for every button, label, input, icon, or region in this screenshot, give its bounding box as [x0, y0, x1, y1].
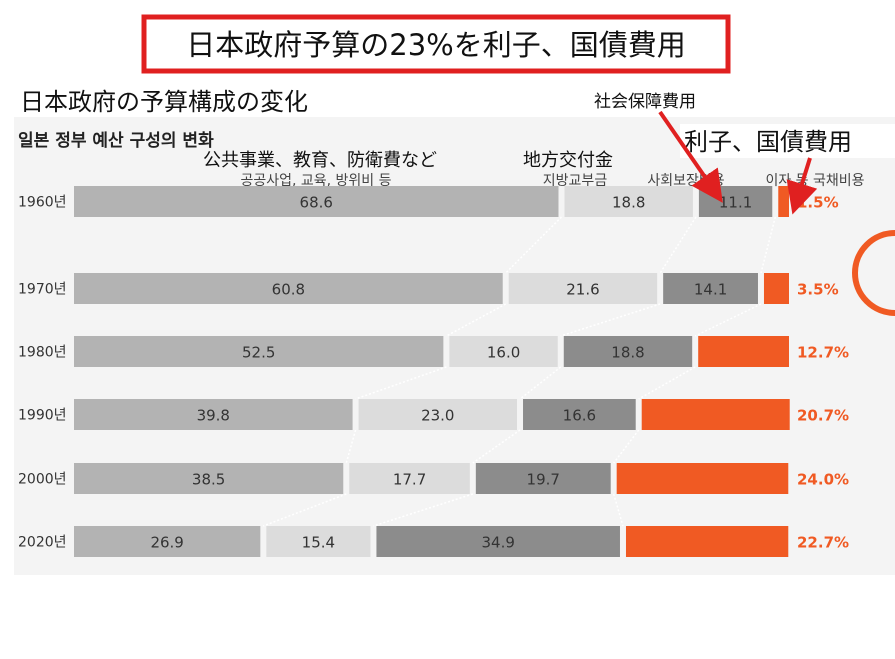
- connector-line: [472, 429, 521, 464]
- category-label: 2000년: [18, 472, 67, 488]
- bar-segment-social: [663, 273, 758, 304]
- bar-segment-interest: [763, 273, 789, 304]
- banner-title: 日本政府予算の23%を利子、国債費用: [186, 28, 685, 62]
- bar-value-label-local: 16.0: [487, 344, 520, 362]
- subtitle-ja: 日本政府の予算構成の変化: [20, 88, 308, 116]
- bar-segment-local: [449, 336, 558, 367]
- bar-segment-interest: [778, 186, 789, 217]
- connector-line: [659, 216, 697, 274]
- bar-segment-social: [475, 463, 611, 494]
- arrow-social: [658, 110, 723, 203]
- connector-line: [560, 303, 661, 337]
- bar-segment-local: [358, 399, 518, 430]
- bar-value-label-public: 39.8: [197, 407, 230, 425]
- bar-value-label-social: 14.1: [694, 281, 727, 299]
- bar-segment-local: [266, 526, 371, 557]
- bar-value-label-social: 19.7: [527, 471, 560, 489]
- connector-line: [345, 429, 357, 464]
- bar-segment-social: [523, 399, 636, 430]
- bar-value-label-interest: 1.5%: [797, 194, 839, 212]
- bar-segment-social: [376, 526, 620, 557]
- bar-value-label-social: 34.9: [482, 534, 515, 552]
- connector-line: [373, 493, 474, 527]
- bar-value-label-interest: 22.7%: [797, 534, 849, 552]
- bar-segment-interest: [641, 399, 790, 430]
- category-label: 1970년: [18, 282, 67, 298]
- category-label: 1990년: [18, 408, 67, 424]
- bar-value-label-interest: 3.5%: [797, 281, 839, 299]
- connector-line: [638, 366, 696, 400]
- category-label: 2020년: [18, 535, 67, 551]
- bar-value-label-public: 68.6: [300, 194, 333, 212]
- bar-value-label-public: 60.8: [272, 281, 305, 299]
- category-label: 1960년: [18, 195, 67, 211]
- bar-value-label-interest: 24.0%: [797, 471, 849, 489]
- bar-segment-public: [74, 399, 353, 430]
- bar-value-label-public: 38.5: [192, 471, 225, 489]
- bar-segment-social: [563, 336, 693, 367]
- bar-value-label-local: 18.8: [612, 194, 645, 212]
- bar-value-label-local: 17.7: [393, 471, 426, 489]
- annotation-social-ja: 社会保障費用: [594, 92, 696, 112]
- annotation-social-ja-bg: [582, 90, 742, 112]
- bar-value-label-interest: 20.7%: [797, 407, 849, 425]
- bar-segment-public: [74, 186, 559, 217]
- annotation-local-ja: 地方交付金: [523, 150, 613, 171]
- bar-segment-interest: [698, 336, 789, 367]
- bar-value-label-social: 11.1: [719, 194, 752, 212]
- bar-segment-public: [74, 336, 444, 367]
- connector-line: [505, 216, 563, 274]
- bar-value-label-social: 16.6: [563, 407, 596, 425]
- connector-line: [613, 429, 640, 464]
- connector-line: [519, 366, 562, 400]
- bar-segment-local: [349, 463, 470, 494]
- bar-segment-public: [74, 463, 344, 494]
- arrow-interest: [786, 157, 818, 215]
- bars-group: 1960년 68.6 18.8 11.1 1.5% 1970년 60.8 21.6 14.1 3.…: [18, 186, 849, 557]
- connector-line: [694, 303, 762, 337]
- bar-value-label-local: 21.6: [566, 281, 599, 299]
- bar-segment-interest: [625, 526, 789, 557]
- connector-line: [612, 493, 624, 527]
- bar-value-label-interest: 12.7%: [797, 344, 849, 362]
- bar-value-label-social: 18.8: [611, 344, 644, 362]
- edge-decoration: [852, 230, 895, 316]
- bar-value-label-public: 52.5: [242, 344, 275, 362]
- annotation-interest-ja: 利子、国債費用: [684, 128, 852, 156]
- banner-title-box: [141, 14, 731, 74]
- connector-line: [760, 216, 777, 274]
- chart-title-ko: 일본 정부 예산 구성의 변화: [18, 131, 214, 151]
- bar-segment-public: [74, 273, 503, 304]
- annotation-public-ko: 공공사업, 교육, 방위비 등: [240, 173, 391, 189]
- bar-segment-local: [508, 273, 658, 304]
- connector-line: [355, 366, 447, 400]
- bar-value-label-local: 23.0: [421, 407, 454, 425]
- category-label: 1980년: [18, 345, 67, 361]
- annotation-public-ja: 公共事業、教育、防衛費など: [203, 150, 437, 171]
- bar-segment-local: [564, 186, 693, 217]
- bar-segment-interest: [616, 463, 789, 494]
- annotation-interest-ja-bg: [680, 124, 895, 158]
- bar-segment-public: [74, 526, 261, 557]
- bar-value-label-public: 26.9: [150, 534, 183, 552]
- connector-line: [446, 303, 507, 337]
- connector-line: [263, 493, 347, 527]
- annotation-local-ko: 지방교부금: [543, 173, 608, 189]
- bar-value-label-local: 15.4: [302, 534, 335, 552]
